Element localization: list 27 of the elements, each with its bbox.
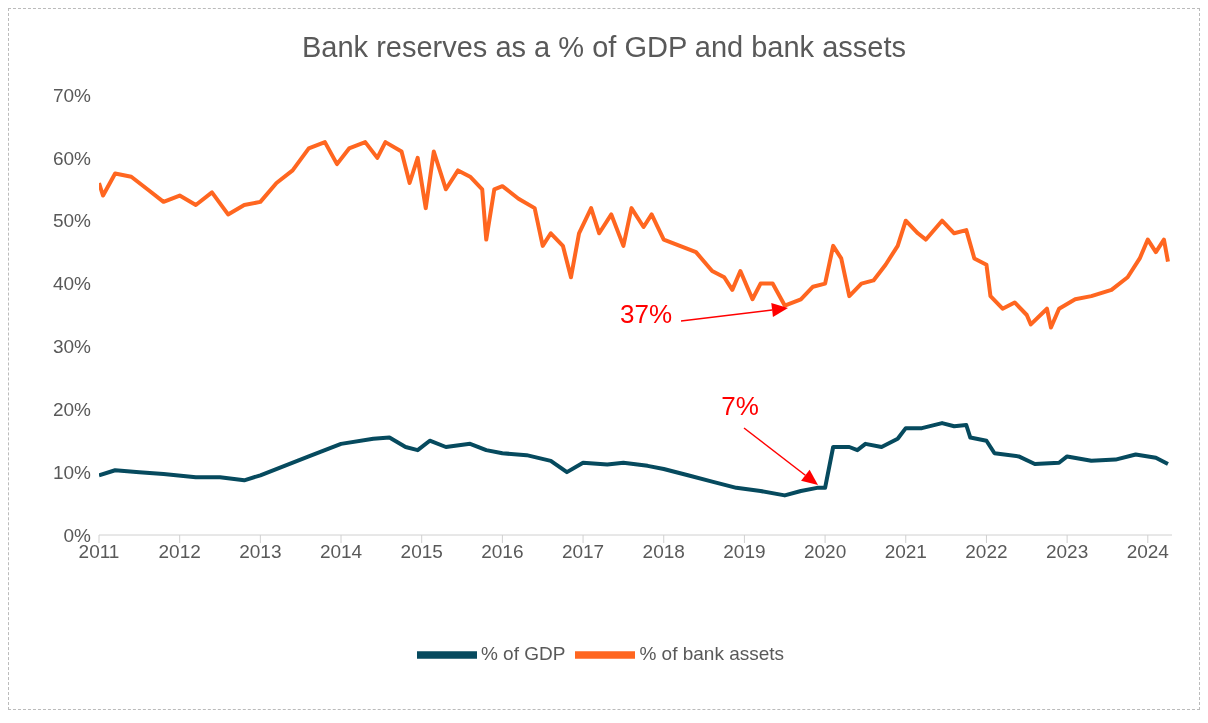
annotation: 37% <box>619 298 673 329</box>
x-tick-label: 2020 <box>803 541 847 563</box>
y-tick-label: 30% <box>52 336 92 358</box>
chart-title: Bank reserves as a % of GDP and bank assets <box>301 30 907 65</box>
x-tick-label: 2021 <box>884 541 927 563</box>
y-tick-label: 50% <box>52 210 92 232</box>
x-tick-label: 2016 <box>481 541 524 563</box>
y-tick-label: 20% <box>52 399 92 421</box>
x-tick-label: 2015 <box>400 541 443 563</box>
x-tick-label: 2014 <box>319 541 363 563</box>
x-tick-label: 2024 <box>1126 541 1170 563</box>
line-series <box>99 421 1170 498</box>
y-tick-label: 10% <box>52 461 92 483</box>
x-tick-label: 2017 <box>561 541 605 563</box>
x-tick-label: 2013 <box>239 541 282 563</box>
x-tick-label: 2019 <box>723 541 766 563</box>
line-series <box>99 140 1170 330</box>
annotation: 7% <box>721 390 759 421</box>
x-tick-label: 2018 <box>642 541 685 563</box>
legend-label: % of GDP <box>480 643 566 665</box>
legend-label: % of bank assets <box>639 643 785 665</box>
x-tick-label: 2012 <box>158 541 201 563</box>
y-tick-label: 70% <box>52 84 92 106</box>
x-tick-label: 2023 <box>1045 541 1089 563</box>
x-tick-label: 2022 <box>965 541 1008 563</box>
y-tick-label: 40% <box>52 273 92 295</box>
y-tick-label: 60% <box>52 147 92 169</box>
